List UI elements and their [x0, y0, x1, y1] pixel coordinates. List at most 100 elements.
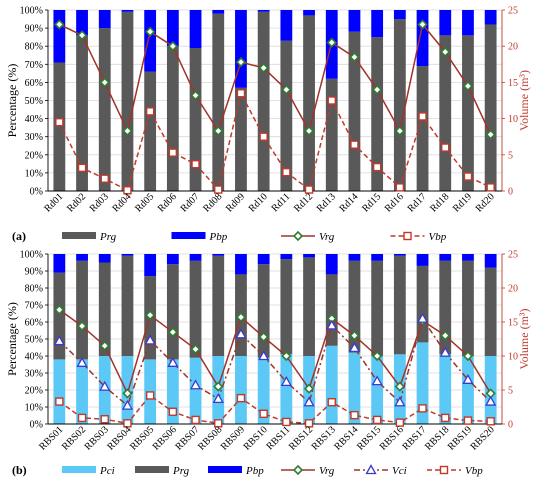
legend-label-pbp: Pbp	[209, 231, 228, 243]
point-vbp-rbs07	[191, 415, 200, 425]
point-vrg-rd16	[394, 125, 405, 137]
bar-pbp-rd14	[348, 10, 361, 32]
point-vbp-rd10	[259, 132, 268, 141]
x-tick-label: RBS06	[151, 424, 179, 452]
y-tick-label: 20%	[25, 386, 43, 397]
point-vrg-rbs08	[213, 381, 224, 392]
bar-prg-rbs04	[121, 255, 134, 356]
point-vrg-rbs16	[394, 381, 405, 392]
point-vbp-rd20	[486, 183, 495, 192]
legend-marker-vrg	[292, 230, 304, 242]
bar-pci-rbs11	[280, 354, 293, 424]
point-vci-rbs15	[371, 375, 383, 386]
bar-pbp-rd16	[393, 10, 406, 20]
point-vci-rbs02	[76, 356, 88, 367]
point-vrg-rd18	[440, 46, 451, 58]
x-tick-label: Rd03	[88, 191, 111, 214]
point-vrg-rd07	[190, 90, 201, 101]
bar-pbp-rbs15	[371, 254, 384, 261]
bar-prg-rbs01	[53, 272, 66, 360]
bar-pbp-rd20	[484, 10, 497, 25]
panel-label: (b)	[12, 463, 27, 477]
point-vrg-rbs02	[76, 320, 88, 332]
point-vrg-rd03	[99, 77, 110, 88]
point-vci-rbs01	[53, 335, 65, 346]
legend-swatch-pci	[62, 466, 96, 473]
bar-prg-rd12	[303, 15, 315, 192]
point-vbp-rd13	[327, 96, 336, 105]
point-vci-rbs20	[485, 395, 497, 406]
bar-pbp-rd15	[371, 10, 384, 38]
x-tick-label: RBS09	[219, 424, 247, 452]
point-vbp-rbs20	[486, 417, 495, 426]
point-vbp-rd07	[191, 160, 200, 169]
point-vbp-rd08	[214, 185, 223, 194]
point-vrg-rbs05	[145, 310, 156, 321]
point-vbp-rbs14	[350, 410, 359, 420]
bar-prg-rd08	[212, 13, 225, 192]
bar-prg-rbs18	[439, 260, 452, 355]
point-vbp-rd18	[441, 143, 450, 152]
y2-tick-label: 0	[508, 420, 513, 431]
bar-prg-rbs02	[76, 260, 88, 360]
legend-label-prg: Prg	[99, 231, 117, 243]
bar-pci-rbs01	[53, 359, 66, 424]
bar-pbp-rd05	[144, 10, 157, 72]
legend-label-pbp: Pbp	[245, 465, 264, 477]
bar-prg-rd02	[76, 35, 88, 192]
y2-tick-label: 5	[508, 150, 513, 161]
point-vci-rbs08	[212, 393, 224, 403]
x-tick-label: RBS15	[355, 424, 383, 452]
point-vbp-rd06	[168, 148, 178, 157]
point-vbp-rbs10	[259, 409, 268, 418]
y-tick-label: 10%	[25, 168, 43, 179]
panel-b: 0% 10% 20% 30% 40% 50% 60% 70% 80% 90% 100% 0 5 10 15 2…	[5, 250, 531, 478]
point-vbp-rbs01	[55, 397, 64, 406]
y2-tick-label: 15	[508, 78, 518, 89]
x-tick-label: RBS17	[400, 424, 428, 452]
bar-prg-rd13	[325, 78, 338, 191]
legend-swatch-prg	[62, 232, 96, 239]
bar-pbp-rbs13	[325, 254, 338, 275]
point-vbp-rd17	[418, 112, 427, 121]
point-vci-rbs13	[326, 319, 338, 330]
y2-tick-label: 25	[508, 250, 518, 261]
point-vbp-rbs02	[77, 413, 87, 423]
x-tick-label: RBS02	[60, 424, 88, 452]
bar-pci-rbs17	[416, 342, 429, 424]
y2-axis-title: Volume (m³)	[517, 308, 531, 369]
bar-pbp-rd06	[166, 10, 179, 47]
point-vbp-rd04	[123, 186, 132, 195]
x-tick-label: Rd15	[360, 191, 383, 214]
bar-pbp-rbs18	[439, 254, 452, 261]
point-vbp-rbs13	[327, 398, 336, 407]
bar-prg-rd09	[235, 87, 247, 191]
x-tick-label: Rd10	[247, 191, 270, 214]
y2-tick-label: 0	[508, 187, 513, 198]
x-tick-label: RBS19	[446, 424, 474, 452]
bar-pci-rbs19	[462, 356, 474, 424]
point-vrg-rbs19	[462, 350, 474, 362]
point-vbp-rbs09	[236, 393, 246, 403]
point-vrg-rd14	[349, 51, 360, 63]
point-vrg-rd08	[213, 125, 224, 137]
bar-prg-rd14	[348, 31, 361, 191]
legend-label-vbp: Vbp	[465, 465, 483, 477]
x-tick-label: RBS07	[173, 424, 201, 452]
y-tick-label: 40%	[25, 114, 43, 125]
y-tick-label: 70%	[25, 301, 43, 312]
legend-swatch-prg	[135, 466, 169, 473]
y-tick-label: 0%	[30, 420, 43, 431]
point-vbp-rbs15	[372, 415, 382, 425]
bar-pbp-rd18	[439, 10, 452, 36]
point-vci-rbs07	[189, 379, 202, 390]
point-vbp-rbs08	[214, 419, 223, 428]
bar-pbp-rbs03	[98, 254, 111, 263]
bar-prg-rd03	[98, 28, 111, 191]
y-tick-label: 30%	[25, 369, 43, 380]
bar-prg-rbs20	[484, 267, 497, 356]
point-vrg-rd20	[485, 129, 496, 140]
x-tick-label: Rd07	[179, 191, 202, 214]
bar-prg-rbs10	[257, 264, 270, 358]
